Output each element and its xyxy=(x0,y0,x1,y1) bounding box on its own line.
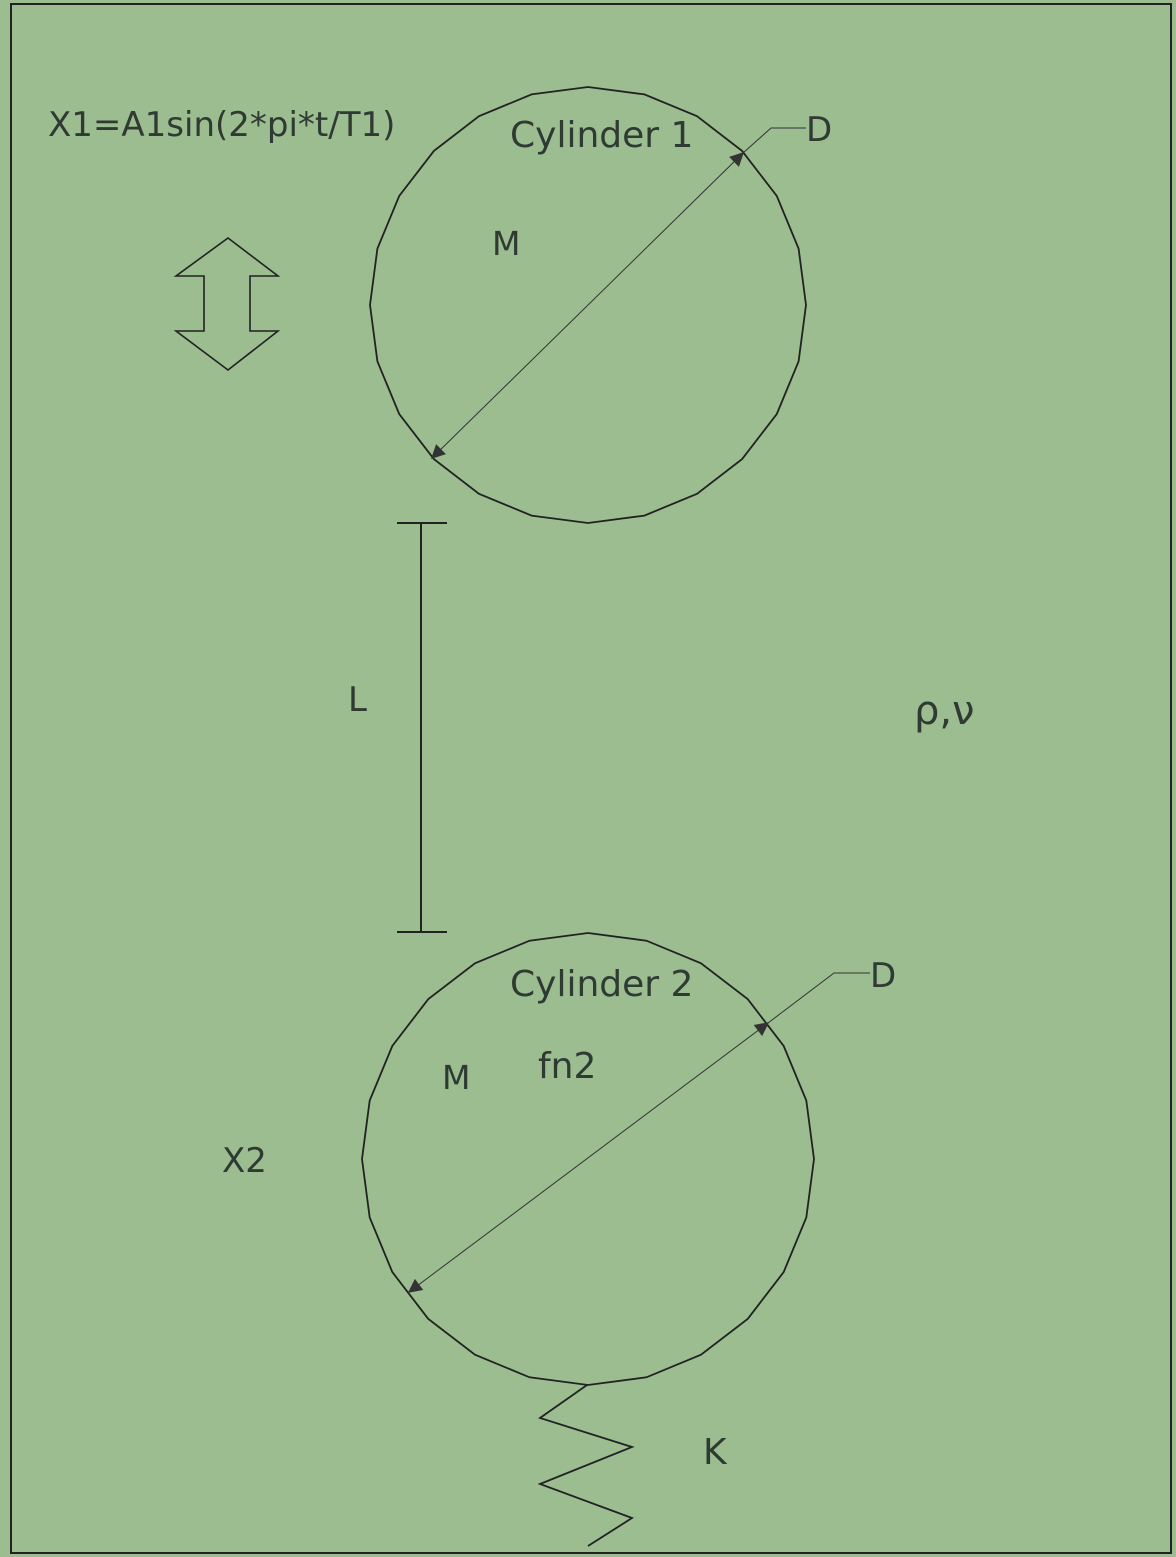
cylinder-2-frequency-label: fn2 xyxy=(538,1046,596,1087)
cylinder-2-mass-label: M xyxy=(442,1058,470,1097)
cylinder-1-mass-label: M xyxy=(492,224,520,263)
cylinder-1-circle xyxy=(369,86,807,524)
cylinder-2-diameter-label: D xyxy=(870,956,896,996)
oscillation-arrow-icon xyxy=(173,237,281,372)
cylinder-2-circle xyxy=(361,932,815,1386)
cylinder-1-diameter-leader xyxy=(742,127,806,154)
frame-border xyxy=(10,3,1172,1554)
spring-stiffness-label: K xyxy=(703,1432,728,1473)
cylinder-1-label: Cylinder 1 xyxy=(510,115,693,156)
gap-label: L xyxy=(348,680,367,720)
cylinder-2-diameter-leader xyxy=(767,972,870,1024)
spring-icon xyxy=(537,1384,635,1547)
cylinder-1-diameter-label: D xyxy=(806,110,832,150)
cylinder-2-label: Cylinder 2 xyxy=(510,964,693,1005)
fluid-properties-label: ρ,ν xyxy=(914,688,974,734)
cylinder-1-diameter-arrow xyxy=(431,152,744,459)
motion-equation: X1=A1sin(2*pi*t/T1) xyxy=(48,105,395,145)
cylinder-2-displacement-label: X2 xyxy=(222,1141,267,1181)
cylinder-2-diameter-arrow xyxy=(407,1022,770,1293)
